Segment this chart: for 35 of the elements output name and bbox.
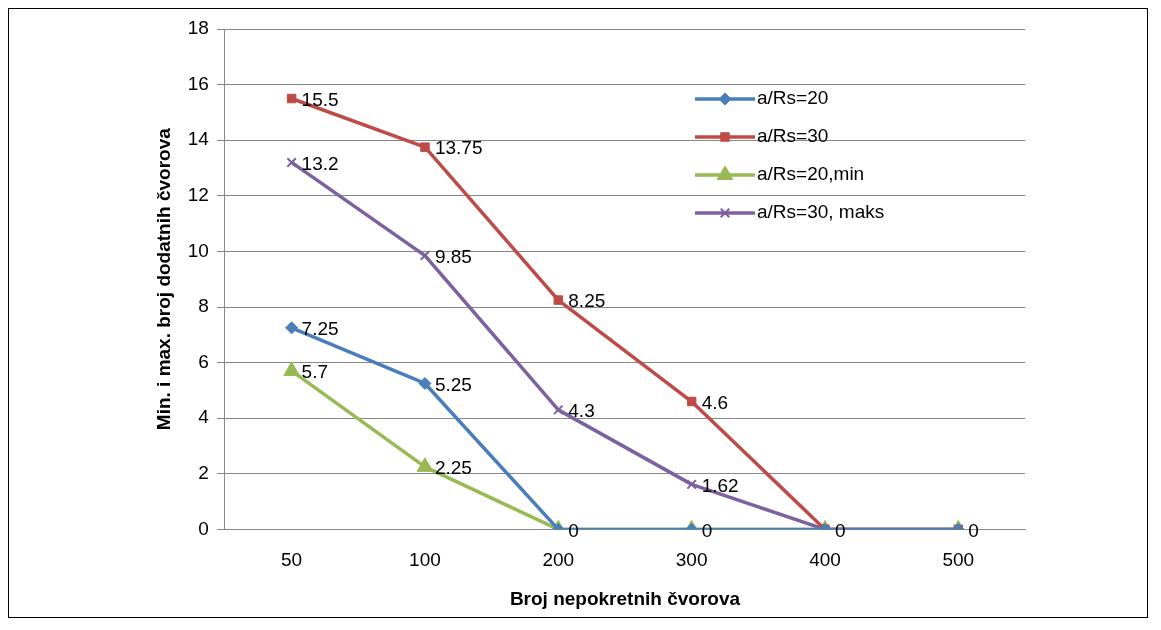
x-tick-label: 100	[409, 549, 441, 571]
data-label: 2.25	[434, 457, 472, 479]
data-label: 8.25	[568, 290, 606, 312]
y-tick-label: 18	[187, 17, 209, 39]
legend-label: a/Rs=30	[757, 125, 829, 147]
x-tick-label: 300	[675, 549, 708, 571]
y-tick-label: 2	[198, 462, 209, 484]
data-label: 4.3	[568, 400, 595, 422]
x-tick-label: 200	[542, 549, 575, 571]
data-label: 4.6	[701, 391, 729, 413]
y-tick-label: 8	[198, 295, 209, 317]
data-label: 15.5	[301, 88, 339, 110]
y-tick-label: 16	[187, 72, 209, 94]
x-tick-label: 400	[809, 549, 841, 571]
y-tick-label: 10	[187, 239, 209, 261]
x-tick-label: 500	[942, 549, 975, 571]
legend-label: a/Rs=20	[757, 87, 829, 109]
data-label: 13.2	[301, 152, 339, 174]
data-label: 1.62	[701, 474, 739, 496]
data-label: 5.7	[301, 361, 329, 383]
data-label: 9.85	[434, 245, 472, 267]
x-axis-title: Broj nepokretnih čvorova	[509, 587, 741, 609]
x-tick-label: 50	[281, 549, 303, 571]
data-label: 13.75	[434, 137, 483, 159]
data-label: 7.25	[301, 318, 339, 340]
data-label: 5.25	[434, 373, 472, 395]
data-label: 0	[968, 519, 979, 541]
y-axis-title: Min. i max. broj dodatnih čvorova	[152, 127, 174, 431]
y-tick-label: 12	[187, 184, 209, 206]
y-tick-label: 4	[198, 406, 210, 428]
y-tick-label: 6	[198, 350, 209, 372]
y-tick-label: 0	[198, 517, 209, 539]
y-tick-label: 14	[187, 128, 210, 150]
legend-label: a/Rs=20,min	[757, 163, 865, 185]
legend-label: a/Rs=30, maks	[757, 201, 885, 223]
